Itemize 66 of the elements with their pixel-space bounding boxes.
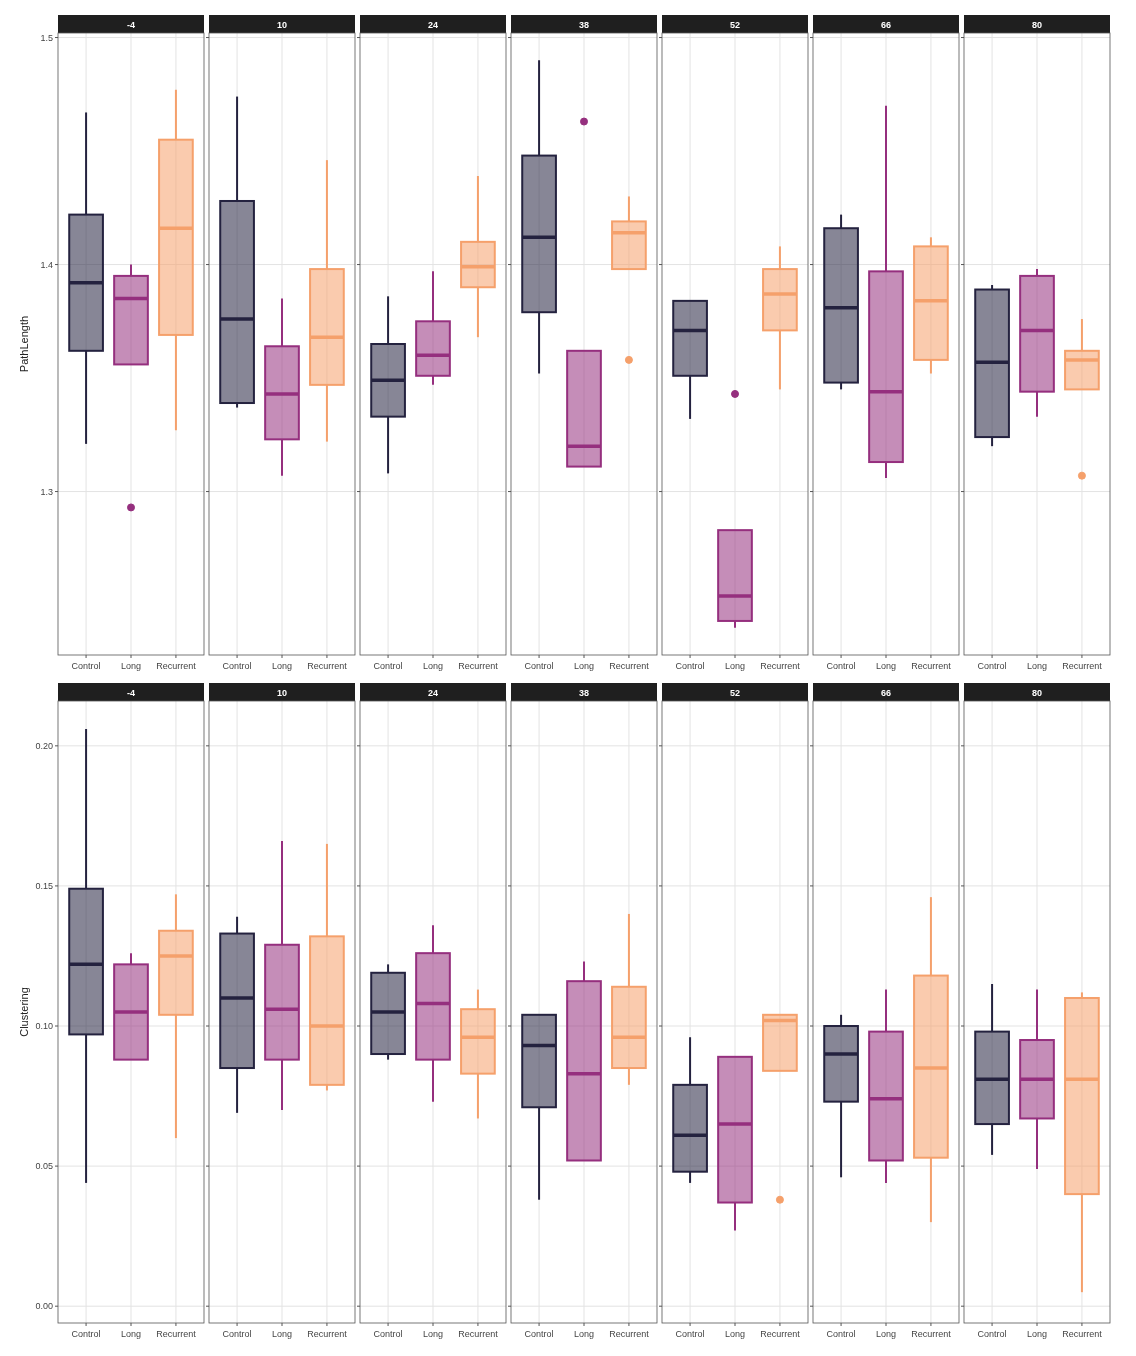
x-tick-label: Control (373, 1329, 403, 1339)
chart-title: -4 (126, 687, 136, 698)
x-tick-label: Control (71, 661, 101, 671)
y-tick-label: 1.4 (40, 259, 53, 270)
x-tick-label: Long (1026, 661, 1048, 671)
y-axis-title: Clustering (18, 987, 30, 1037)
x-tick-label: Recurrent (1062, 1329, 1103, 1339)
x-tick-label: Long (422, 1329, 444, 1339)
chart-title: 24 (427, 687, 439, 698)
x-tick-label: Control (826, 661, 856, 671)
chart-title: 38 (578, 19, 590, 30)
x-tick-label: Long (1026, 1329, 1048, 1339)
x-tick-label: Recurrent (760, 661, 801, 671)
x-tick-label: Long (271, 661, 293, 671)
x-tick-label: Control (675, 661, 705, 671)
x-tick-label: Recurrent (911, 661, 952, 671)
chart-title: 66 (880, 687, 892, 698)
chart-title: 66 (880, 19, 892, 30)
x-tick-label: Control (675, 1329, 705, 1339)
x-tick-label: Long (422, 661, 444, 671)
x-tick-label: Long (875, 1329, 897, 1339)
x-tick-label: Long (271, 1329, 293, 1339)
y-tick-label: 0.15 (35, 880, 53, 891)
x-tick-label: Recurrent (760, 1329, 801, 1339)
x-tick-label: Recurrent (307, 661, 348, 671)
chart-title: 24 (427, 19, 439, 30)
x-tick-label: Long (573, 1329, 595, 1339)
x-tick-label: Recurrent (911, 1329, 952, 1339)
x-tick-label: Control (373, 661, 403, 671)
y-tick-label: 0.05 (35, 1161, 53, 1172)
x-tick-label: Recurrent (156, 1329, 197, 1339)
y-tick-label: 0.20 (35, 740, 53, 751)
x-tick-label: Control (524, 661, 554, 671)
x-tick-label: Long (875, 661, 897, 671)
x-tick-label: Long (573, 661, 595, 671)
x-tick-label: Recurrent (458, 661, 499, 671)
y-axis-title: PathLength (18, 315, 30, 373)
x-tick-label: Recurrent (609, 661, 650, 671)
x-tick-label: Recurrent (609, 1329, 650, 1339)
x-tick-label: Control (977, 661, 1007, 671)
chart-title: 10 (276, 19, 288, 30)
x-tick-label: Long (724, 661, 746, 671)
chart-title: 52 (729, 19, 741, 30)
y-tick-label: 1.3 (40, 486, 53, 497)
x-tick-label: Control (222, 661, 252, 671)
x-tick-label: Recurrent (307, 1329, 348, 1339)
chart-title: 38 (578, 687, 590, 698)
x-tick-label: Long (120, 661, 142, 671)
chart-title: 10 (276, 687, 288, 698)
x-tick-label: Control (524, 1329, 554, 1339)
x-tick-label: Recurrent (458, 1329, 499, 1339)
x-tick-label: Control (222, 1329, 252, 1339)
y-tick-label: 0.00 (35, 1301, 53, 1312)
chart-title: -4 (126, 19, 136, 30)
x-tick-label: Long (120, 1329, 142, 1339)
x-tick-label: Control (826, 1329, 856, 1339)
y-tick-label: 0.10 (35, 1021, 53, 1032)
chart-title: 80 (1031, 687, 1043, 698)
x-tick-label: Control (977, 1329, 1007, 1339)
x-tick-label: Recurrent (1062, 661, 1103, 671)
chart-title: 80 (1031, 19, 1043, 30)
chart-title: 52 (729, 687, 741, 698)
x-tick-label: Long (724, 1329, 746, 1339)
x-tick-label: Control (71, 1329, 101, 1339)
y-tick-label: 1.5 (40, 32, 53, 43)
x-tick-label: Recurrent (156, 661, 197, 671)
